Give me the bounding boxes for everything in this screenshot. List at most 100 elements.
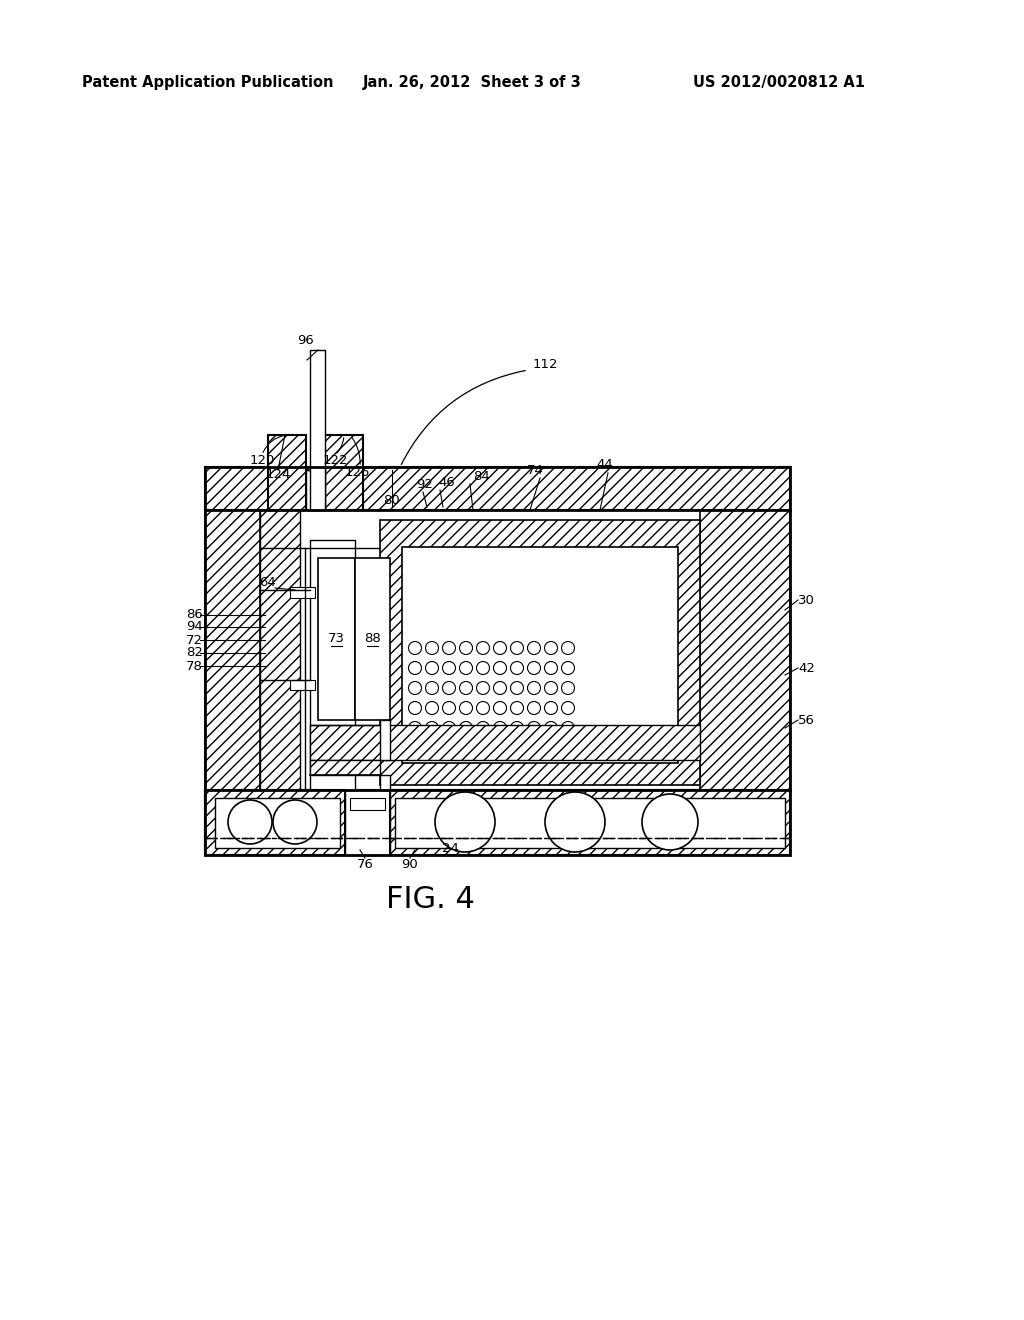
Circle shape [460,722,472,734]
Circle shape [561,642,574,655]
Text: 73: 73 [328,632,345,645]
Bar [380,520,700,785]
Circle shape [442,642,456,655]
Circle shape [460,661,472,675]
Text: 126: 126 [344,466,370,479]
Circle shape [545,681,557,694]
Circle shape [545,742,557,755]
Circle shape [527,642,541,655]
Bar [260,510,700,789]
Bar [205,467,790,855]
Bar [205,789,345,855]
Circle shape [426,681,438,694]
Circle shape [545,701,557,714]
Circle shape [426,661,438,675]
Circle shape [511,742,523,755]
Circle shape [476,661,489,675]
Circle shape [460,642,472,655]
Circle shape [476,681,489,694]
Text: 88: 88 [365,632,381,645]
Text: 84: 84 [474,470,490,483]
Circle shape [494,681,507,694]
Text: 78: 78 [186,660,203,672]
Circle shape [545,642,557,655]
Circle shape [494,661,507,675]
Text: Patent Application Publication: Patent Application Publication [82,74,334,90]
Bar [215,799,340,847]
Circle shape [426,701,438,714]
Text: 42: 42 [798,661,815,675]
Circle shape [409,661,422,675]
Circle shape [476,642,489,655]
Bar [268,436,306,510]
Bar [260,510,300,789]
Bar [306,470,325,510]
Bar [380,719,390,760]
Circle shape [442,722,456,734]
Circle shape [409,722,422,734]
Text: 80: 80 [384,494,400,507]
Circle shape [545,661,557,675]
Circle shape [545,722,557,734]
Bar [355,558,390,719]
Text: 120: 120 [249,454,274,466]
Bar [700,510,790,789]
Circle shape [511,701,523,714]
Text: FIG. 4: FIG. 4 [386,886,474,915]
Circle shape [527,681,541,694]
Bar [205,510,260,789]
Text: 112: 112 [532,359,558,371]
Circle shape [273,800,317,843]
Text: 76: 76 [356,858,374,871]
Bar [310,760,380,775]
Circle shape [476,742,489,755]
Circle shape [527,661,541,675]
Circle shape [494,701,507,714]
Text: 124: 124 [265,469,291,482]
Circle shape [409,681,422,694]
Text: 86: 86 [186,609,203,622]
Text: 64: 64 [260,577,276,590]
Circle shape [527,742,541,755]
Text: 44: 44 [597,458,613,471]
Bar [310,540,355,789]
Circle shape [561,681,574,694]
Circle shape [460,701,472,714]
Text: 72: 72 [186,634,203,647]
Circle shape [476,722,489,734]
Bar [290,680,315,690]
Circle shape [409,701,422,714]
Bar [345,789,390,855]
Bar [205,789,345,855]
Circle shape [442,742,456,755]
Circle shape [545,792,605,851]
Circle shape [494,642,507,655]
Circle shape [561,722,574,734]
Bar [390,789,790,855]
Circle shape [460,681,472,694]
Circle shape [426,742,438,755]
Circle shape [511,642,523,655]
Circle shape [442,681,456,694]
Circle shape [511,681,523,694]
Circle shape [511,661,523,675]
Circle shape [228,800,272,843]
Bar [318,558,355,719]
Circle shape [642,795,698,850]
Circle shape [442,661,456,675]
Text: 90: 90 [401,858,419,871]
Bar [205,467,790,510]
Circle shape [511,722,523,734]
Circle shape [435,792,495,851]
Circle shape [409,742,422,755]
Text: 94: 94 [186,620,203,634]
Circle shape [409,642,422,655]
Text: 46: 46 [438,475,456,488]
Circle shape [494,742,507,755]
Bar [395,799,785,847]
Circle shape [527,722,541,734]
Text: 56: 56 [798,714,815,726]
Circle shape [426,722,438,734]
Text: 24: 24 [441,842,459,854]
Bar [350,799,385,810]
